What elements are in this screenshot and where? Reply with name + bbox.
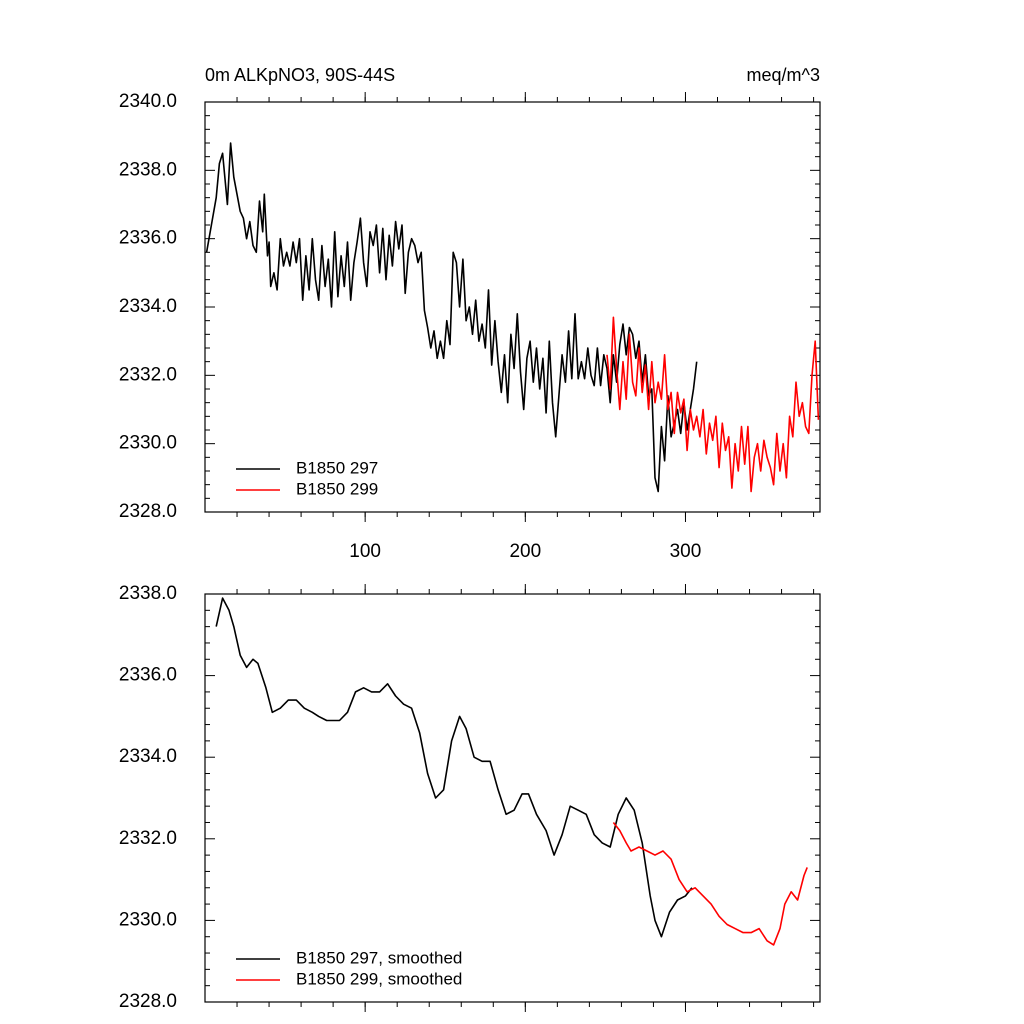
y-tick-label: 2332.0 — [119, 828, 177, 849]
y-tick-label: 2336.0 — [119, 665, 177, 686]
legend-label: B1850 297, smoothed — [296, 948, 462, 967]
plot-frame — [204, 593, 821, 1003]
legend-label: B1850 299 — [296, 479, 378, 498]
chart-title: 0m ALKpNO3, 90S-44S — [205, 65, 395, 85]
legend-label: B1850 299, smoothed — [296, 969, 462, 988]
y-tick-label: 2328.0 — [119, 501, 177, 522]
y-tick-label: 2338.0 — [119, 583, 177, 604]
series-line — [215, 597, 693, 938]
x-tick-label: 100 — [349, 541, 381, 562]
y-tick-label: 2328.0 — [119, 991, 177, 1012]
y-tick-label: 2338.0 — [119, 159, 177, 180]
y-tick-label: 2340.0 — [119, 91, 177, 112]
y-tick-label: 2332.0 — [119, 364, 177, 385]
series-line — [205, 142, 698, 493]
y-tick-label: 2334.0 — [119, 746, 177, 767]
y-tick-label: 2330.0 — [119, 433, 177, 454]
units-label: meq/m^3 — [747, 65, 820, 85]
y-tick-label: 2330.0 — [119, 909, 177, 930]
x-tick-label: 200 — [509, 541, 541, 562]
legend-label: B1850 297 — [296, 458, 378, 477]
series-line — [606, 316, 820, 493]
y-tick-label: 2334.0 — [119, 296, 177, 317]
y-tick-label: 2336.0 — [119, 228, 177, 249]
series-line — [612, 822, 808, 946]
x-tick-label: 300 — [670, 541, 702, 562]
plot-frame — [204, 101, 821, 513]
